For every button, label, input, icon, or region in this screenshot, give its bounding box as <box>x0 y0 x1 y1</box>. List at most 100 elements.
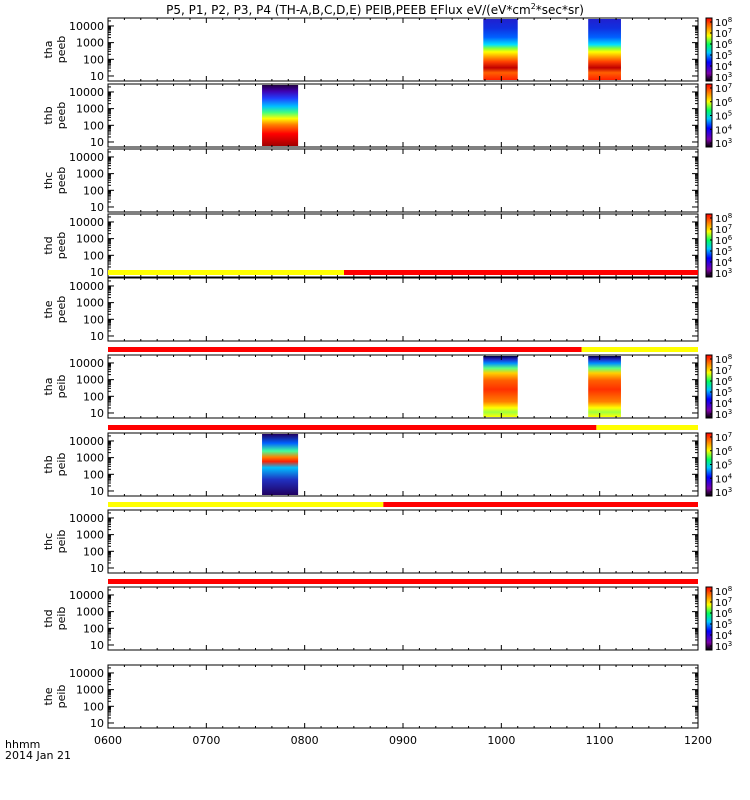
colorbar-label: 108 <box>715 16 732 29</box>
panel-label: thbpeeb <box>42 102 68 130</box>
colorbar-label: 105 <box>715 245 732 258</box>
colorbar-label: 104 <box>715 472 733 485</box>
status-bar-segment <box>581 347 698 352</box>
colorbar-label-exponent: 6 <box>728 445 733 453</box>
colorbar-label: 105 <box>715 386 732 399</box>
x-tick-label: 1000 <box>487 734 515 747</box>
colorbar-label-base: 10 <box>715 84 728 95</box>
colorbar-label-exponent: 6 <box>728 375 733 383</box>
panel-frame <box>107 586 699 651</box>
y-tick-label: 10000 <box>69 151 104 164</box>
x-tick-label: 1100 <box>586 734 614 747</box>
colorbar-label: 106 <box>715 607 733 620</box>
panel-label: thdpeeb <box>42 232 68 260</box>
colorbar-label-exponent: 3 <box>728 71 732 79</box>
y-tick-label: 10000 <box>69 667 104 680</box>
colorbar-label-base: 10 <box>715 112 728 123</box>
status-bar-segment <box>383 502 698 507</box>
title-superscript: 2 <box>531 2 536 11</box>
y-tick-label: 100 <box>83 700 104 713</box>
colorbar-label: 108 <box>715 585 732 598</box>
panel-label: thapeib <box>42 375 68 399</box>
colorbar-label-exponent: 3 <box>728 640 732 648</box>
y-tick-label: 10000 <box>69 589 104 602</box>
colorbar-label-exponent: 3 <box>728 408 732 416</box>
panel-label: thapeeb <box>42 36 68 64</box>
panel-label: thcpeeb <box>42 167 68 195</box>
colorbar-label-exponent: 4 <box>728 256 733 264</box>
colorbar-label: 104 <box>715 123 733 136</box>
status-bar-segment <box>108 579 698 584</box>
y-tick-label: 1000 <box>76 168 104 181</box>
panel-frame <box>107 509 699 574</box>
colorbar-label-exponent: 6 <box>728 96 733 104</box>
spectrogram-block <box>262 434 299 495</box>
colorbar-label-base: 10 <box>715 139 728 150</box>
y-tick-label: 10 <box>90 70 104 83</box>
colorbar-label-exponent: 4 <box>728 397 733 405</box>
colorbar <box>705 586 713 651</box>
colorbar-label-exponent: 6 <box>728 234 733 242</box>
colorbar-label: 104 <box>715 397 733 410</box>
colorbar-label-exponent: 4 <box>728 123 733 131</box>
y-tick-label: 10 <box>90 407 104 420</box>
colorbar-label: 105 <box>715 110 732 123</box>
panel-label-probe: thb <box>42 455 55 473</box>
y-tick-label: 10 <box>90 201 104 214</box>
panel-label-product: peib <box>55 607 68 631</box>
status-bar-segment <box>596 425 698 430</box>
x-tick-label: 0700 <box>192 734 220 747</box>
colorbar-label-exponent: 3 <box>728 486 732 494</box>
y-tick-label: 1000 <box>76 684 104 697</box>
y-tick-label: 100 <box>83 545 104 558</box>
panel-frame <box>107 148 699 213</box>
y-tick-label: 100 <box>83 313 104 326</box>
panel-label: thepeib <box>42 685 68 709</box>
panel-label-probe: the <box>42 300 55 318</box>
colorbar-label-exponent: 5 <box>728 618 732 626</box>
y-tick-label: 100 <box>83 468 104 481</box>
y-tick-label: 1000 <box>76 233 104 246</box>
colorbar-label-base: 10 <box>715 355 728 366</box>
colorbar-label-exponent: 8 <box>728 353 732 361</box>
colorbar-label: 108 <box>715 353 732 366</box>
colorbar-label: 104 <box>715 256 733 269</box>
colorbar-label-base: 10 <box>715 461 728 472</box>
colorbar-label-exponent: 5 <box>728 386 732 394</box>
colorbar-label-base: 10 <box>715 399 728 410</box>
status-bar-segment <box>108 502 384 507</box>
status-bar-segment <box>108 270 344 275</box>
colorbar-label-base: 10 <box>715 51 728 62</box>
colorbar-label: 106 <box>715 96 733 109</box>
panel-label-product: peeb <box>55 232 68 260</box>
y-tick-label: 10 <box>90 330 104 343</box>
colorbar-label: 103 <box>715 408 732 421</box>
y-tick-label: 10000 <box>69 216 104 229</box>
panel-label-product: peeb <box>55 167 68 195</box>
colorbar <box>705 354 713 419</box>
date-label: 2014 Jan 21 <box>5 749 71 762</box>
colorbar-label: 105 <box>715 459 732 472</box>
y-tick-label: 100 <box>83 622 104 635</box>
colorbar-label-base: 10 <box>715 609 728 620</box>
y-tick-label: 10000 <box>69 512 104 525</box>
status-bar-segment <box>344 270 698 275</box>
y-tick-label: 100 <box>83 119 104 132</box>
panel-label: thepeeb <box>42 296 68 324</box>
colorbar-label-base: 10 <box>715 225 728 236</box>
colorbar-label-base: 10 <box>715 98 728 109</box>
colorbar-label-exponent: 8 <box>728 16 732 24</box>
colorbar-label-exponent: 6 <box>728 607 733 615</box>
spectrogram-block <box>588 356 621 417</box>
colorbar-label: 108 <box>715 212 732 225</box>
colorbar-label-exponent: 8 <box>728 212 732 220</box>
panel-label-product: peib <box>55 453 68 477</box>
time-axis-label: hhmm <box>5 738 40 751</box>
colorbar-label-base: 10 <box>715 388 728 399</box>
